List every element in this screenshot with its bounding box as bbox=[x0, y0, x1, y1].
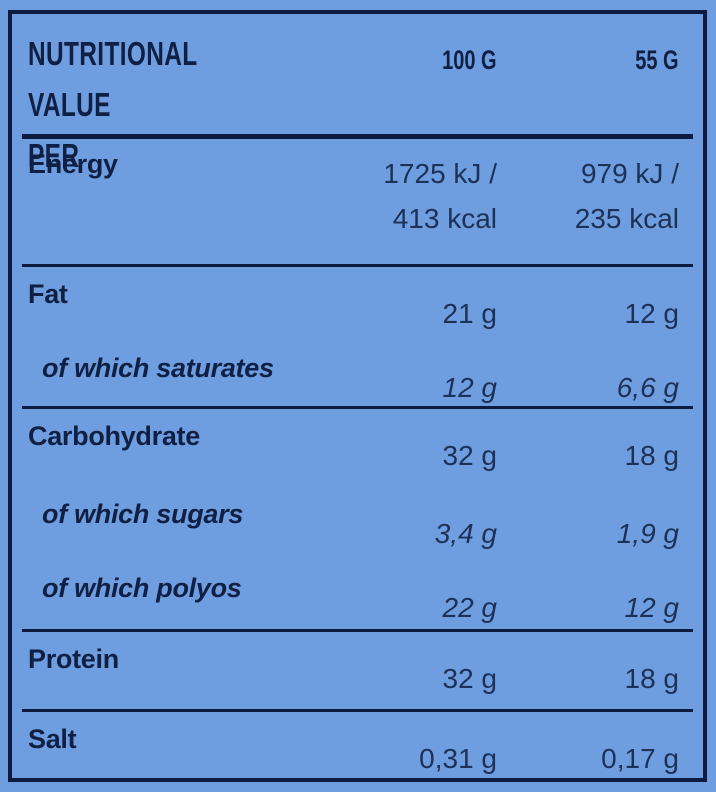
row-salt: Salt 0,31 g 0,17 g bbox=[18, 712, 697, 780]
row-of-which-sugars: of which sugars 3,4 g 1,9 g bbox=[18, 483, 697, 557]
column-header-55g: 55 G bbox=[635, 45, 679, 75]
carbohydrate-per-55g: 18 g bbox=[624, 440, 680, 471]
row-of-which-saturates: of which saturates 12 g 6,6 g bbox=[18, 337, 697, 406]
sugars-per-100g: 3,4 g bbox=[434, 518, 497, 549]
energy-per-55g: 979 kJ / 235 kcal bbox=[574, 158, 679, 234]
saturates-per-100g: 12 g bbox=[442, 372, 498, 403]
fat-per-55g: 12 g bbox=[624, 298, 680, 329]
row-divider bbox=[22, 264, 693, 267]
row-divider bbox=[22, 709, 693, 712]
row-label: of which polyos bbox=[42, 573, 242, 603]
row-protein: Protein 32 g 18 g bbox=[18, 632, 697, 709]
row-carbohydrate: Carbohydrate 32 g 18 g bbox=[18, 409, 697, 483]
column-header-100g: 100 G bbox=[442, 45, 497, 75]
row-fat: Fat 21 g 12 g bbox=[18, 267, 697, 337]
row-of-which-polyos: of which polyos 22 g 12 g bbox=[18, 557, 697, 629]
row-label: Protein bbox=[28, 644, 119, 674]
fat-per-100g: 21 g bbox=[442, 298, 498, 329]
table-header: NUTRITIONAL VALUE PER 100 G 55 G bbox=[18, 14, 697, 174]
table-title-text: NUTRITIONAL VALUE PER bbox=[28, 35, 198, 174]
carbohydrate-per-100g: 32 g bbox=[442, 440, 498, 471]
row-divider bbox=[22, 406, 693, 409]
nutrition-table: NUTRITIONAL VALUE PER 100 G 55 G Energy … bbox=[8, 10, 707, 782]
saturates-per-55g: 6,6 g bbox=[616, 372, 679, 403]
sugars-per-55g: 1,9 g bbox=[616, 518, 679, 549]
row-label: Fat bbox=[28, 279, 68, 309]
row-label: of which saturates bbox=[42, 353, 274, 383]
salt-per-100g: 0,31 g bbox=[419, 743, 497, 774]
row-label: of which sugars bbox=[42, 499, 244, 529]
row-energy: Energy 1725 kJ / 413 kcal 979 kJ / 235 k… bbox=[18, 139, 697, 264]
energy-per-100g: 1725 kJ / 413 kcal bbox=[383, 158, 497, 234]
row-label: Carbohydrate bbox=[28, 421, 200, 451]
row-label: Energy bbox=[28, 149, 118, 179]
table-title: NUTRITIONAL VALUE PER bbox=[18, 14, 322, 181]
row-divider bbox=[22, 629, 693, 632]
protein-per-55g: 18 g bbox=[624, 663, 680, 694]
polyos-per-100g: 22 g bbox=[442, 592, 498, 623]
row-label: Salt bbox=[28, 724, 77, 754]
polyos-per-55g: 12 g bbox=[624, 592, 680, 623]
protein-per-100g: 32 g bbox=[442, 663, 498, 694]
salt-per-55g: 0,17 g bbox=[601, 743, 679, 774]
header-divider bbox=[22, 134, 693, 139]
